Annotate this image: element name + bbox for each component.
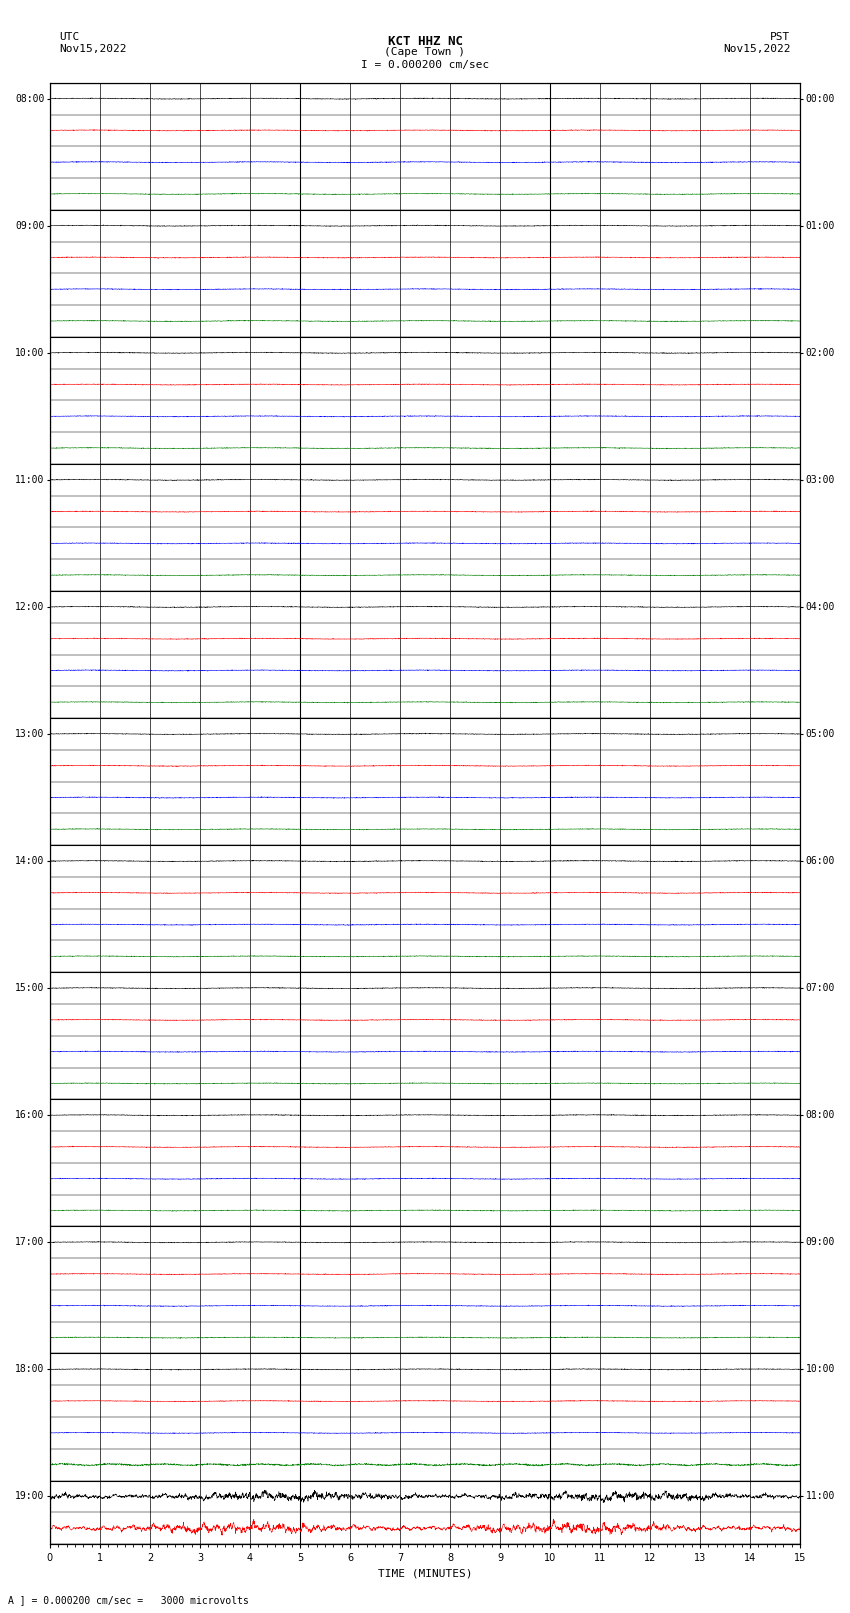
Text: (Cape Town ): (Cape Town ) [384, 47, 466, 56]
Text: PST
Nov15,2022: PST Nov15,2022 [723, 32, 791, 53]
Text: I = 0.000200 cm/sec: I = 0.000200 cm/sec [361, 60, 489, 69]
Text: A ] = 0.000200 cm/sec =   3000 microvolts: A ] = 0.000200 cm/sec = 3000 microvolts [8, 1595, 249, 1605]
Text: UTC
Nov15,2022: UTC Nov15,2022 [60, 32, 127, 53]
Text: KCT HHZ NC: KCT HHZ NC [388, 35, 462, 48]
X-axis label: TIME (MINUTES): TIME (MINUTES) [377, 1569, 473, 1579]
